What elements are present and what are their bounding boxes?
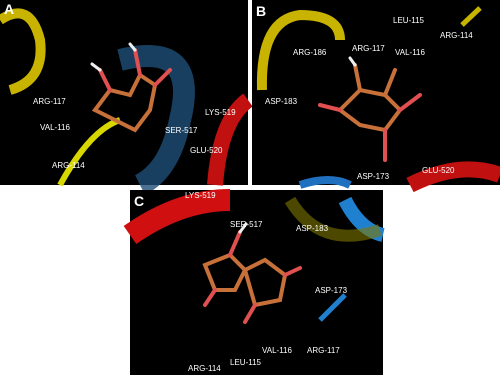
residue-label: ASP-173 [357,172,390,181]
panel-label: A [4,1,14,17]
panel-a [0,0,254,195]
residue-label: LEU-115 [393,16,425,25]
residue-label: ARG-117 [352,44,385,53]
panel-c [123,189,385,375]
residue-label: LEU-115 [230,358,262,367]
ribbon [57,117,122,187]
bond [283,266,302,277]
bond [228,230,242,257]
ribbon [0,8,46,95]
ribbon [117,45,195,195]
bond [202,252,248,292]
residue-label: ARG-114 [52,161,85,170]
bond [203,288,217,307]
bond [383,68,397,97]
residue-label: ARG-114 [188,364,221,373]
bond [98,68,112,92]
panel-label: C [134,193,144,209]
bond [353,63,362,92]
ribbon [284,196,382,242]
residue-label: LYS-519 [205,108,236,117]
residue-label: SER-517 [165,126,198,135]
residue-label: ASP-173 [315,286,348,295]
bond [90,62,102,72]
residue-label: SER-517 [230,220,263,229]
bond [318,103,342,112]
ligand [202,222,302,324]
residue-label: VAL-116 [40,123,70,132]
panel-label: B [256,3,266,19]
residue-label: VAL-116 [395,48,425,57]
residue-label: VAL-116 [262,346,292,355]
bond [243,303,257,324]
bond [153,68,172,87]
ribbon [123,189,231,245]
bond [238,222,248,234]
ribbon [298,176,352,189]
residue-label: ARG-114 [440,31,473,40]
residue-label: GLU-520 [422,166,455,175]
bond [133,48,142,77]
ribbon [406,161,500,193]
ribbon [207,93,254,186]
residue-label: LYS-519 [185,191,216,200]
bond [242,257,288,308]
residue-label: GLU-520 [190,146,223,155]
ligand [90,42,172,133]
residue-label: ARG-186 [293,48,327,57]
residue-label: ARG-117 [307,346,340,355]
residue-label: ASP-183 [265,97,298,106]
bond [348,56,357,67]
ribbon [460,6,482,27]
ribbon [256,9,345,91]
ribbon [318,293,347,322]
residue-label: ASP-183 [296,224,329,233]
ligand [318,56,422,162]
residue-label: ARG-117 [33,97,66,106]
bond [398,93,422,112]
panel-b [252,0,500,193]
bond [128,42,137,52]
